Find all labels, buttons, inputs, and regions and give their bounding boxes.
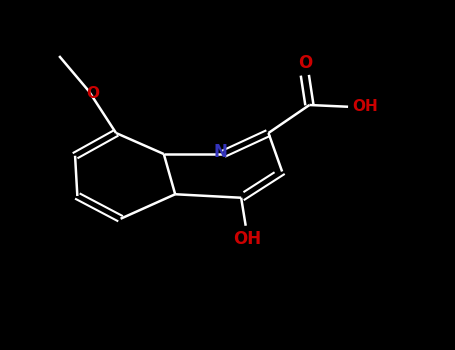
Text: OH: OH xyxy=(233,230,261,248)
Text: O: O xyxy=(298,54,312,72)
Text: OH: OH xyxy=(353,99,378,114)
Text: N: N xyxy=(214,143,228,161)
Text: O: O xyxy=(86,86,99,101)
